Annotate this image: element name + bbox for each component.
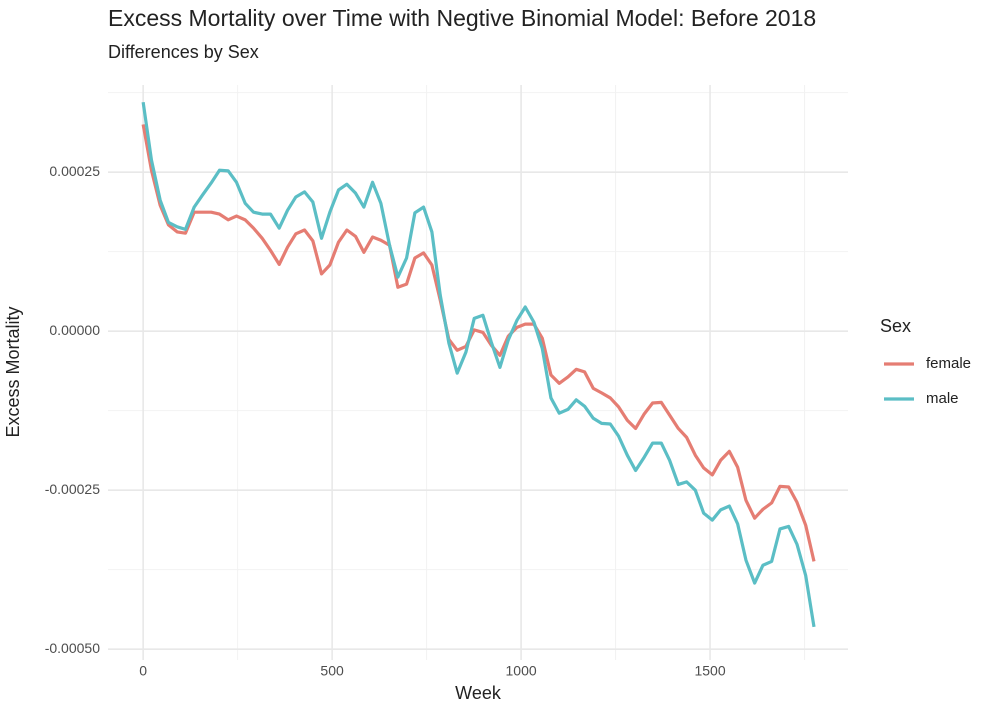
x-tick-label: 500: [320, 663, 344, 679]
legend-label: female: [926, 355, 971, 372]
x-tick-label: 1500: [694, 663, 725, 679]
chart-title: Excess Mortality over Time with Negtive …: [108, 5, 816, 31]
y-tick-label: -0.00050: [45, 640, 100, 656]
series-line: [141, 124, 816, 562]
y-tick-label: -0.00025: [45, 481, 100, 497]
y-tick-label: 0.00000: [49, 322, 100, 338]
series-line: [141, 101, 816, 628]
x-axis-label: Week: [455, 683, 502, 703]
y-axis-label: Excess Mortality: [3, 306, 23, 437]
x-tick-label: 1000: [506, 663, 537, 679]
legend-title: Sex: [880, 316, 911, 336]
legend-label: male: [926, 390, 959, 407]
chart-subtitle: Differences by Sex: [108, 42, 259, 62]
x-tick-label: 0: [139, 663, 147, 679]
y-tick-label: 0.00025: [49, 163, 100, 179]
